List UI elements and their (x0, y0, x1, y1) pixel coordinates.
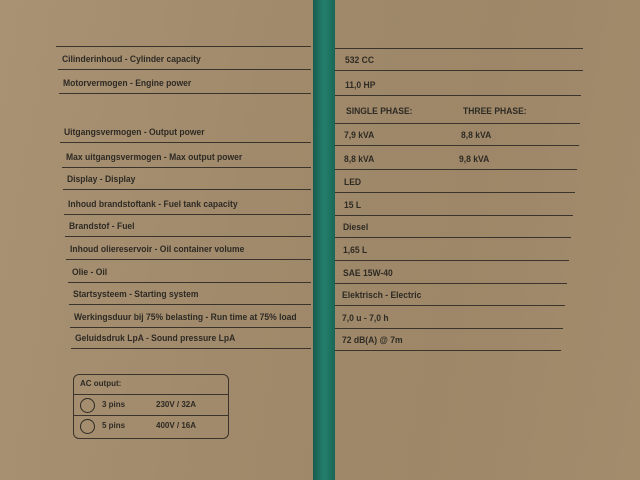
row-divider (335, 283, 567, 284)
row-divider (335, 215, 573, 216)
spec-label-8: Olie - Oil (71, 267, 107, 278)
spec-value-9: Elektrisch - Electric (342, 290, 422, 301)
spec-label-2: Uitgangsvermogen - Output power (64, 127, 206, 138)
row-divider (67, 282, 311, 283)
spec-label-1: Motorvermogen - Engine power (63, 78, 192, 89)
row-divider (335, 305, 565, 306)
row-divider (335, 350, 561, 351)
3-pin-socket-icon (80, 398, 95, 413)
rating: 230V / 32A (156, 400, 197, 409)
rating: 400V / 16A (156, 421, 197, 430)
row-divider (59, 93, 311, 94)
row-divider (335, 192, 575, 193)
row-divider (335, 328, 563, 329)
row-divider (335, 260, 569, 261)
row-divider (335, 169, 577, 170)
row-divider (66, 259, 311, 260)
spec-label-5: Inhoud brandstoftank - Fuel tank capacit… (68, 199, 238, 210)
spec-value-10: 7,0 u - 7,0 h (342, 313, 389, 324)
row-divider (71, 348, 311, 349)
spec-value-5: 15 L (343, 200, 361, 211)
ac-output-box: AC output: 3 pins 230V / 32A 5 pins 400V… (73, 374, 229, 439)
spec-label-11: Geluidsdruk LpA - Sound pressure LpA (75, 333, 236, 344)
spec-value-4: LED (343, 177, 361, 188)
spec-value-6: Diesel (343, 222, 369, 233)
spec-label-4: Display - Display (66, 174, 136, 185)
spec-label-6: Brandstof - Fuel (69, 221, 135, 232)
row-divider (58, 69, 311, 70)
pins: 3 pins (102, 400, 126, 409)
three-phase-output: 8,8 kVA (461, 130, 492, 141)
row-divider (335, 145, 579, 146)
three-phase-max-output: 9,8 kVA (459, 154, 490, 165)
row-divider (335, 95, 581, 96)
pins: 5 pins (102, 421, 126, 430)
row-divider (60, 142, 311, 143)
spec-label-10: Werkingsduur bij 75% belasting - Run tim… (74, 312, 297, 323)
spec-value-1: 11,0 HP (344, 80, 376, 91)
row-divider (335, 123, 580, 124)
ac-row: 5 pins 400V / 16A (74, 415, 228, 436)
row-divider (62, 189, 311, 190)
row-divider (335, 48, 583, 49)
spec-label-3: Max uitgangsvermogen - Max output power (65, 152, 242, 163)
spec-value-2: 7,9 kVA (344, 130, 375, 141)
spec-value-7: 1,65 L (342, 245, 368, 256)
row-divider (335, 70, 583, 71)
spec-value-0: 532 CC (345, 55, 374, 66)
5-pin-socket-icon (80, 419, 95, 434)
row-divider (70, 327, 311, 328)
row-divider (56, 46, 311, 47)
three-phase-header: THREE PHASE: (463, 106, 527, 117)
spec-label-0: Cilinderinhoud - Cylinder capacity (62, 54, 201, 65)
row-divider (64, 214, 311, 215)
spec-value-8: SAE 15W-40 (342, 268, 393, 279)
row-divider (61, 167, 311, 168)
ac-row: 3 pins 230V / 32A (74, 394, 228, 415)
spec-label-9: Startsysteem - Starting system (72, 289, 199, 300)
single-phase-header: SINGLE PHASE: (346, 106, 413, 117)
row-divider (335, 237, 571, 238)
spec-value-11: 72 dB(A) @ 7m (341, 335, 403, 346)
green-strap (313, 0, 335, 480)
row-divider (65, 236, 311, 237)
row-divider (68, 304, 311, 305)
spec-label-7: Inhoud oliereservoir - Oil container vol… (70, 244, 245, 255)
ac-output-title: AC output: (80, 379, 122, 388)
spec-value-3: 8,8 kVA (344, 154, 375, 165)
